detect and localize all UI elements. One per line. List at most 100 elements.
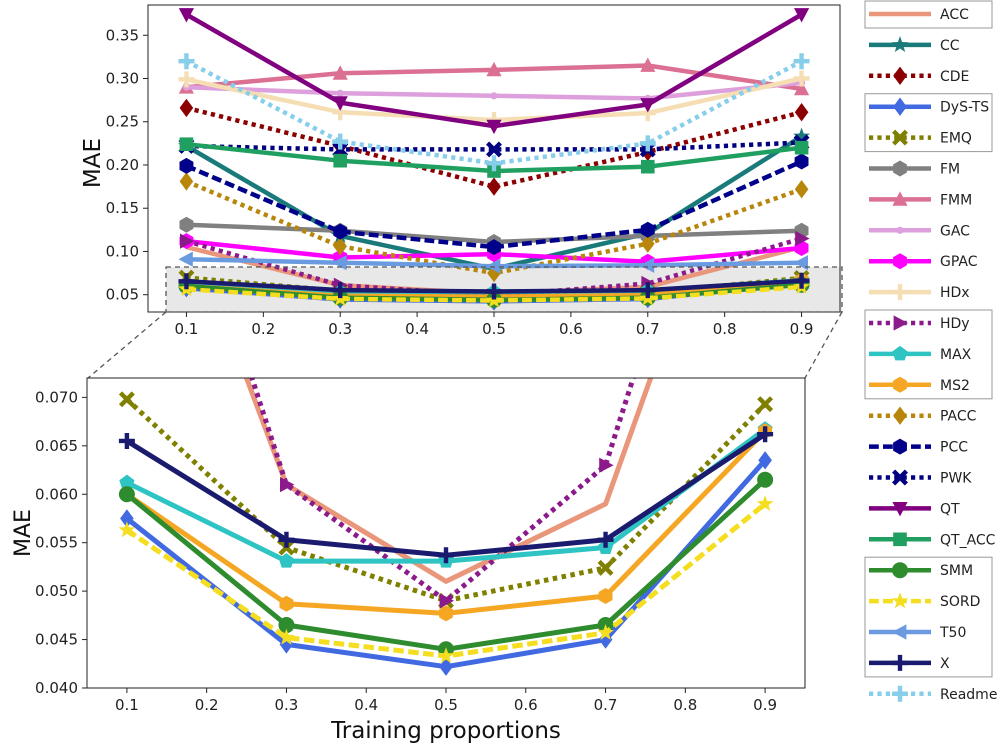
data-point: [795, 230, 810, 247]
x-tick-label: 0.1: [115, 696, 139, 714]
x-tick-label: 0.4: [405, 320, 429, 338]
data-point: [279, 635, 294, 654]
legend-label: Readme: [940, 687, 997, 703]
data-point: [793, 255, 808, 271]
data-point: [278, 628, 295, 645]
y-tick-label: 0.10: [106, 242, 139, 260]
x-tick-label: 0.8: [673, 696, 697, 714]
x-tick-label: 0.5: [482, 320, 506, 338]
data-point: [641, 234, 655, 253]
series-hdy: [249, 378, 636, 609]
data-point: [439, 50, 453, 66]
legend-marker: [892, 624, 907, 640]
data-point: [178, 8, 194, 23]
data-point: [439, 605, 453, 622]
data-point: [332, 96, 348, 111]
data-point: [179, 172, 194, 191]
x-tick-label: 0.9: [790, 320, 814, 338]
legend-item: MS2: [869, 376, 970, 394]
data-point: [597, 624, 614, 640]
legend-label: QT: [940, 501, 960, 517]
y-tick-label: 0.20: [106, 156, 139, 174]
data-point: [486, 61, 502, 77]
legend-group-box: [864, 93, 993, 153]
data-point: [599, 10, 613, 28]
legend-marker: [892, 284, 908, 301]
series-line: [125, 397, 767, 604]
legend-item: SMM: [869, 562, 973, 579]
data-point: [332, 133, 349, 150]
legend-marker: [892, 129, 908, 146]
data-point: [333, 237, 347, 256]
legend-label: ACC: [940, 7, 969, 23]
data-point: [336, 89, 344, 97]
data-point: [757, 471, 774, 488]
data-point: [597, 559, 614, 576]
data-point: [118, 521, 136, 538]
data-point: [280, 477, 295, 493]
series-line: [125, 429, 767, 616]
zoom-connector-left: [87, 311, 167, 379]
legend-item: FMM: [869, 191, 972, 208]
data-point: [278, 531, 295, 548]
y-tick-label: 0.05: [106, 286, 139, 304]
series-qt: [178, 8, 810, 135]
data-point: [118, 391, 135, 408]
data-point: [793, 127, 810, 144]
y-tick-label: 0.070: [35, 388, 78, 406]
data-point: [439, 128, 453, 144]
data-point: [332, 255, 347, 271]
legend-item: T50: [869, 624, 966, 641]
legend-marker: [893, 66, 907, 85]
series-x: [178, 272, 810, 300]
series-t50: [178, 251, 808, 274]
legend-label: SMM: [940, 563, 973, 579]
data-point: [118, 486, 135, 503]
main-y-axis-label: MAE: [80, 138, 106, 188]
data-point: [490, 92, 498, 100]
x-tick-label: 0.3: [328, 320, 352, 338]
legend-marker: [891, 592, 909, 609]
data-point: [178, 71, 195, 88]
series-fm: [120, 0, 772, 8]
legend-item: DyS-TS: [869, 97, 989, 116]
zoom-region-box: [165, 266, 843, 313]
data-point: [487, 239, 501, 256]
data-point: [758, 451, 772, 470]
x-tick-label: 0.7: [594, 696, 618, 714]
x-tick-label: 0.2: [195, 696, 219, 714]
legend-item: ACC: [869, 7, 969, 23]
legend-item: HDx: [869, 284, 970, 301]
data-point: [793, 70, 810, 87]
data-point: [280, 39, 294, 57]
legend-label: DyS-TS: [940, 100, 989, 116]
series-pcc: [179, 153, 809, 256]
data-point: [758, 60, 772, 76]
y-tick-label: 0.065: [35, 437, 78, 455]
zoom-connector-right: [804, 311, 843, 379]
y-tick-label: 0.050: [35, 582, 78, 600]
legend-label: FM: [940, 162, 960, 178]
x-tick-label: 0.6: [514, 696, 538, 714]
data-point: [597, 531, 614, 548]
legend-label: PACC: [940, 409, 977, 425]
legend-group-box: [864, 556, 993, 678]
data-point: [438, 547, 454, 564]
data-point: [439, 657, 453, 676]
data-point: [280, 167, 294, 183]
y-tick-label: 0.15: [106, 199, 139, 217]
series-line: [185, 159, 803, 250]
data-point: [794, 8, 810, 23]
legend-marker: [893, 97, 907, 116]
series-line: [186, 284, 802, 303]
series-line: [127, 0, 765, 58]
data-point: [639, 282, 656, 299]
legend-marker: [892, 469, 908, 486]
legend-item: EMQ: [869, 129, 972, 147]
legend-label: GAC: [940, 223, 970, 239]
legend-marker: [893, 160, 907, 177]
data-point: [439, 340, 453, 358]
data-point: [178, 273, 195, 290]
legend-item: SORD: [869, 592, 980, 610]
